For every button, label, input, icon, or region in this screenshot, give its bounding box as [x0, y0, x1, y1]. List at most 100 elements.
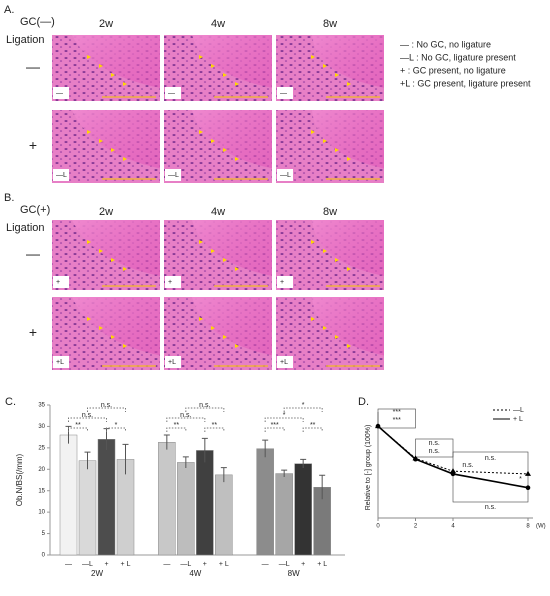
arrowhead [199, 55, 203, 59]
significance-label: n.s. [485, 455, 496, 462]
bone-region [192, 110, 272, 169]
y-tick-label: 10 [38, 510, 45, 516]
significance-bracket [204, 427, 225, 432]
y-tick-label: 20 [38, 467, 45, 473]
column-header: 4w [211, 206, 225, 218]
x-tick-label: — [65, 561, 72, 568]
error-bar [84, 451, 91, 470]
error-bar [182, 456, 189, 468]
y-tick-label: 15 [38, 488, 45, 494]
bar [294, 463, 312, 556]
arrowhead [99, 64, 103, 68]
arrowhead [87, 240, 91, 244]
significance-label: n.s. [199, 402, 210, 409]
y-tick-label: 30 [38, 424, 45, 430]
arrowhead [335, 148, 339, 152]
y-tick-label: 25 [38, 445, 45, 451]
significance-label: *** [393, 417, 401, 424]
image-tag-box [277, 87, 293, 99]
arrowhead [87, 55, 91, 59]
arrowhead [111, 335, 115, 339]
image-tag: + [168, 279, 172, 286]
x-tick-label: — [262, 561, 269, 568]
bar [215, 474, 233, 556]
column-header: 2w [99, 18, 113, 30]
arrowhead [323, 326, 327, 330]
significance-box [415, 438, 454, 458]
arrowhead [99, 139, 103, 143]
error-bar [281, 469, 288, 477]
bone-region [192, 297, 272, 356]
legend-label: —L [513, 407, 524, 414]
x-tick-label: + L [121, 561, 131, 568]
arrowhead [223, 73, 227, 77]
significance-label: ** [310, 422, 316, 429]
arrowhead [123, 344, 127, 348]
image-tag-box [277, 276, 293, 288]
bone-region [72, 220, 160, 276]
arrowhead [199, 130, 203, 134]
image-tag: —L [56, 172, 67, 179]
image-tag: —L [280, 172, 291, 179]
significance-label: *** [393, 409, 401, 416]
arrowhead [347, 344, 351, 348]
significance-label: ** [75, 422, 81, 429]
significance-bracket [264, 427, 285, 432]
group-label: 2W [91, 569, 103, 578]
error-bar [262, 439, 269, 458]
x-tick-label: 4 [451, 524, 455, 530]
legend-item: — : No GC, no ligature [400, 39, 491, 49]
marker [375, 423, 381, 429]
x-tick-label: —L [82, 561, 93, 568]
bar [275, 473, 293, 556]
bar [256, 448, 274, 556]
legend-item: + : GC present, no ligature [400, 65, 506, 75]
significance-label: ** [174, 422, 180, 429]
arrowhead [123, 157, 127, 161]
arrowhead [335, 73, 339, 77]
arrowhead [111, 148, 115, 152]
y-tick-label: 0 [42, 553, 46, 559]
image-tag-box [53, 356, 69, 368]
marker [525, 470, 531, 476]
arrowhead [235, 82, 239, 86]
bone-region [312, 297, 384, 356]
arrowhead [311, 130, 315, 134]
arrowhead [311, 55, 315, 59]
significance-bracket [166, 427, 187, 432]
arrowhead [211, 139, 215, 143]
bone-region [312, 110, 384, 169]
arrowhead [311, 317, 315, 321]
x-tick-label: + [104, 561, 108, 568]
legend-item: —L : No GC, ligature present [400, 52, 516, 62]
x-tick-label: 2 [414, 524, 418, 530]
x-tick-label: + L [219, 561, 229, 568]
image-tag: + [56, 279, 60, 286]
row-label: + [29, 137, 37, 153]
arrowhead [235, 157, 239, 161]
image-tag-box [165, 169, 181, 181]
bone-region [72, 297, 160, 356]
error-bar [201, 437, 208, 463]
group-label: 4W [189, 569, 201, 578]
significance-label: * [519, 476, 522, 483]
image-tag-box [53, 276, 69, 288]
x-tick-label: + [301, 561, 305, 568]
arrowhead [99, 249, 103, 253]
significance-label: * [283, 412, 286, 419]
arrowhead [311, 240, 315, 244]
marker [450, 468, 456, 474]
bone-region [72, 110, 160, 169]
column-header: 8w [323, 206, 337, 218]
image-tag-box [165, 356, 181, 368]
column-header: 4w [211, 18, 225, 30]
y-tick-label: 5 [42, 531, 46, 537]
significance-label: * [115, 422, 118, 429]
group-label: 8W [288, 569, 300, 578]
arrowhead [123, 267, 127, 271]
significance-label: n.s. [485, 504, 496, 511]
image-tag: — [56, 90, 63, 97]
error-bar [163, 434, 170, 450]
bone-region [192, 35, 272, 88]
